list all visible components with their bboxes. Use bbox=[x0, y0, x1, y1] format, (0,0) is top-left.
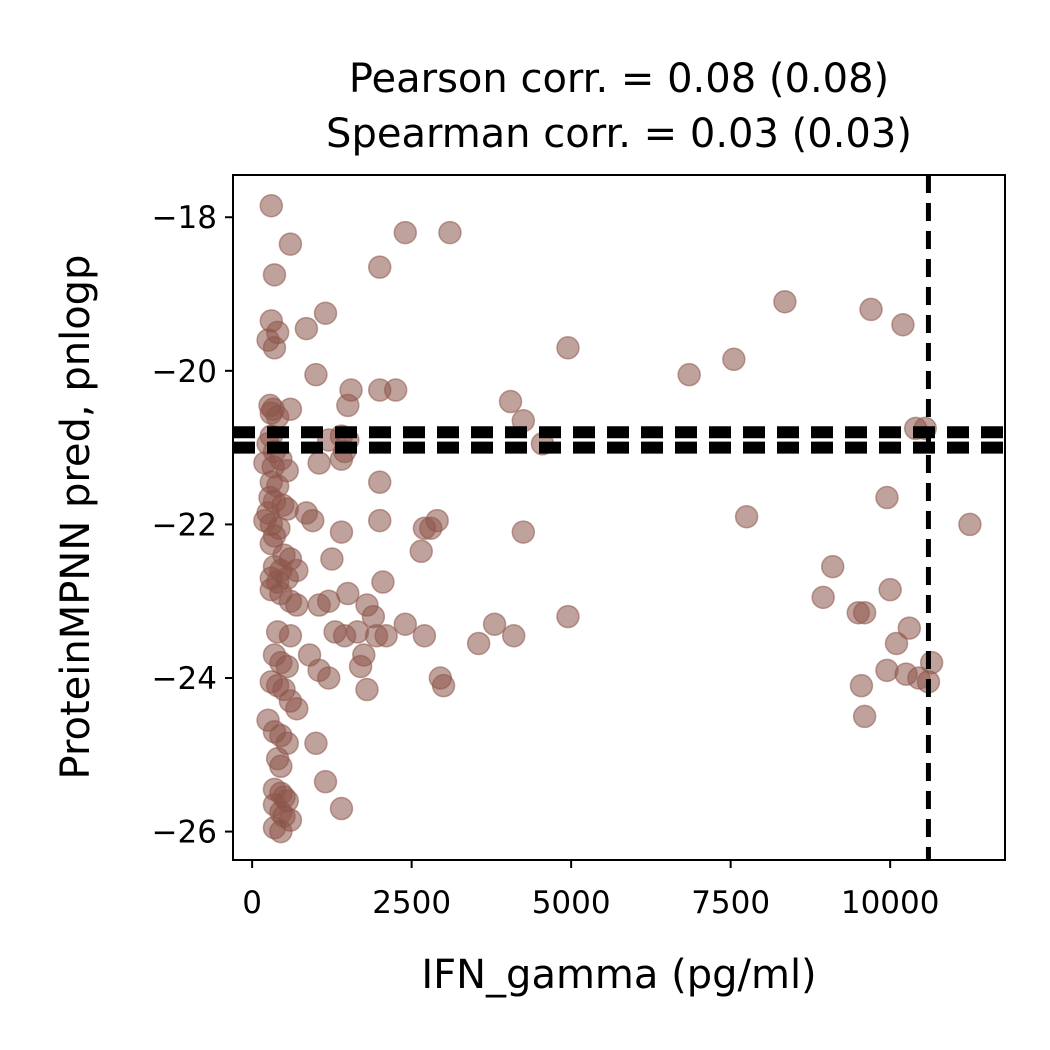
data-point bbox=[556, 604, 580, 629]
data-point bbox=[811, 585, 835, 610]
data-point bbox=[367, 470, 392, 494]
data-point bbox=[313, 769, 338, 794]
y-axis: −18 −20 −22 −24 −26 bbox=[152, 200, 233, 851]
data-point bbox=[734, 504, 759, 529]
x-tick-label: 0 bbox=[242, 885, 262, 921]
data-point bbox=[307, 451, 331, 475]
x-tick-label: 7500 bbox=[691, 885, 770, 921]
data-point bbox=[301, 508, 325, 533]
data-point bbox=[352, 643, 376, 667]
data-point bbox=[482, 612, 507, 636]
data-point bbox=[425, 508, 449, 533]
data-point bbox=[329, 796, 354, 821]
y-tick-label: −24 bbox=[152, 661, 217, 697]
y-tick-label: −20 bbox=[152, 354, 217, 390]
data-point bbox=[285, 593, 309, 617]
data-point bbox=[316, 666, 341, 690]
data-point bbox=[355, 677, 379, 702]
data-point bbox=[897, 616, 922, 640]
data-point bbox=[466, 631, 491, 656]
data-point bbox=[371, 570, 395, 594]
data-point bbox=[259, 193, 284, 218]
data-point bbox=[409, 539, 433, 564]
data-point bbox=[367, 508, 392, 533]
x-axis: 0 2500 5000 7500 10000 bbox=[242, 860, 939, 921]
data-point bbox=[313, 301, 338, 325]
data-point bbox=[412, 624, 437, 648]
chart-title-line-1: Pearson corr. = 0.08 (0.08) bbox=[349, 56, 889, 102]
data-point bbox=[958, 512, 982, 537]
data-point bbox=[269, 754, 293, 779]
data-point bbox=[498, 389, 523, 414]
data-point bbox=[294, 316, 319, 341]
data-point bbox=[285, 696, 309, 721]
data-point bbox=[262, 263, 287, 287]
data-point bbox=[878, 577, 902, 602]
data-point bbox=[393, 612, 418, 636]
data-point bbox=[393, 220, 418, 245]
data-point bbox=[919, 650, 944, 675]
data-point bbox=[884, 631, 909, 656]
data-point bbox=[773, 289, 797, 314]
data-point bbox=[511, 520, 536, 544]
data-point bbox=[501, 624, 526, 648]
data-point bbox=[329, 520, 354, 544]
data-point bbox=[304, 731, 328, 756]
data-point bbox=[278, 397, 303, 421]
plot-frame bbox=[232, 174, 1006, 861]
data-point bbox=[431, 673, 456, 698]
data-point bbox=[278, 232, 303, 256]
y-tick-label: −18 bbox=[152, 200, 217, 236]
chart-title-line-2: Spearman corr. = 0.03 (0.03) bbox=[326, 111, 912, 157]
x-axis-label: IFN_gamma (pg/ml) bbox=[421, 952, 816, 998]
y-tick-label: −26 bbox=[152, 815, 217, 851]
data-point bbox=[367, 255, 392, 279]
data-point bbox=[275, 654, 299, 679]
data-point bbox=[820, 554, 845, 579]
data-point bbox=[852, 600, 877, 625]
data-point bbox=[852, 704, 877, 729]
x-tick-label: 2500 bbox=[372, 885, 451, 921]
data-point bbox=[556, 336, 580, 360]
data-point bbox=[677, 362, 701, 387]
data-point bbox=[374, 624, 398, 648]
data-point bbox=[891, 312, 915, 337]
data-point bbox=[336, 581, 360, 606]
data-point bbox=[875, 485, 899, 510]
data-point bbox=[304, 362, 328, 387]
plot-area bbox=[232, 174, 1006, 861]
x-tick-label: 10000 bbox=[841, 885, 940, 921]
data-point bbox=[875, 658, 899, 683]
data-point bbox=[320, 547, 344, 571]
data-point bbox=[383, 378, 408, 402]
data-point bbox=[859, 297, 883, 322]
data-point bbox=[438, 220, 462, 245]
y-tick-label: −22 bbox=[152, 507, 217, 543]
data-point bbox=[269, 819, 293, 844]
data-point bbox=[278, 624, 303, 648]
data-point bbox=[339, 378, 363, 402]
data-point bbox=[345, 620, 370, 644]
y-axis-label: ProteinMPNN pred, pnlogp bbox=[53, 255, 99, 780]
plot-marks bbox=[233, 175, 1005, 860]
data-point bbox=[256, 328, 280, 352]
data-point bbox=[849, 673, 874, 698]
data-point bbox=[722, 347, 746, 372]
x-tick-label: 5000 bbox=[532, 885, 611, 921]
